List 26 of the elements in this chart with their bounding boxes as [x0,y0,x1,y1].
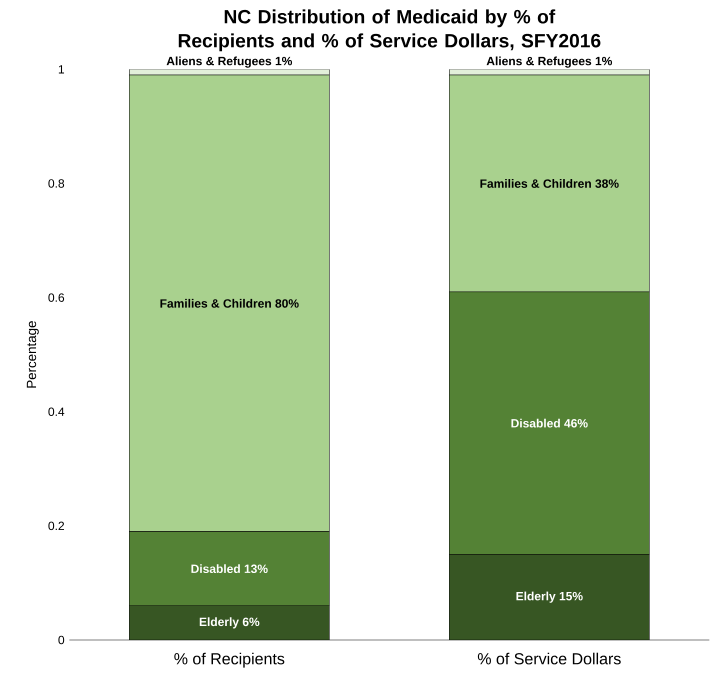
x-tick-label: % of Service Dollars [478,652,621,664]
text: Elderly [516,592,556,603]
series-label: Families & Children [160,298,271,308]
series-label: Disabled [191,564,240,574]
y-tick-label: 0.4 [48,407,64,416]
text: Aliens & Refugees [486,56,592,68]
x-tick-label: % of Recipients [174,652,284,668]
y-tick-label: 0.6 [48,293,64,302]
y-tick-label: 1 [58,65,64,74]
series-label: Elderly [200,617,239,628]
series-label: Aliens & Refugees [166,56,272,68]
chart-title: NC Distribution of Medicaid by % of Recipients and % of Service Dollars, SFY2016 [178,9,600,52]
data-label: 13% [244,564,268,574]
data-label: 80% [275,299,299,308]
text: Disabled [511,418,560,428]
y-tick-label: 0.8 [48,179,64,188]
y-axis-title: Percentage [26,321,39,388]
text: Families & Children [480,179,591,188]
data-label: 1% [596,56,612,66]
data-label: 6% [242,618,260,626]
data-label: 38% [595,179,619,188]
data-label: 46% [564,419,588,428]
data-label: 15% [560,592,583,600]
y-tick-label: 0 [58,636,64,644]
y-tick-label: 0.2 [48,522,64,530]
data-label: 1% [276,56,292,66]
